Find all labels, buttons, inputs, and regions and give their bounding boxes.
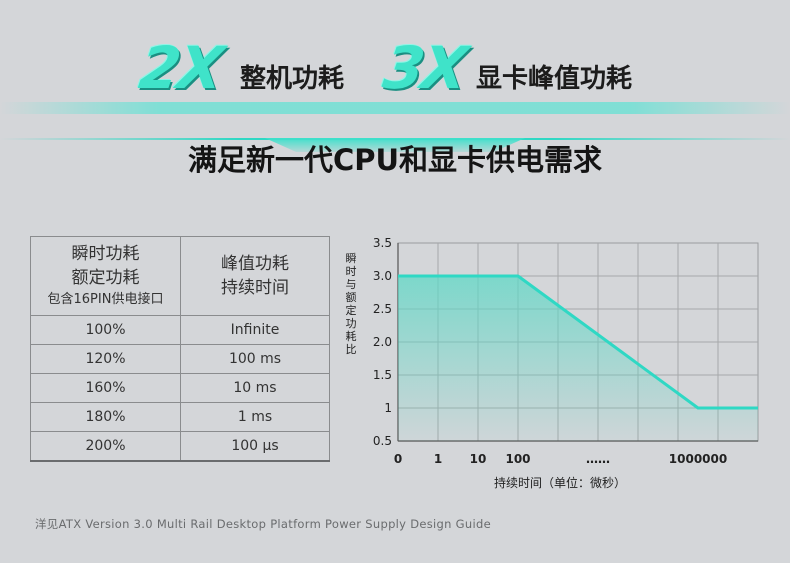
chart-y-tick-label: 1.5 bbox=[373, 368, 392, 382]
table-row: 120% 100 ms bbox=[30, 344, 330, 374]
chart-x-tick-label: 10 bbox=[470, 452, 487, 466]
hero-divider-notch bbox=[265, 138, 525, 152]
table-row: 180% 1 ms bbox=[30, 402, 330, 432]
header-duration-line1: 峰值功耗 bbox=[221, 254, 289, 274]
chart-ylabel: 瞬时与额定功耗比 bbox=[346, 252, 357, 356]
chart-y-tick-label: 1 bbox=[384, 401, 392, 415]
chart-x-tick-label: 1000000 bbox=[669, 452, 727, 466]
header-duration-line2: 持续时间 bbox=[221, 278, 289, 298]
header-ratio-line1: 瞬时功耗 bbox=[71, 244, 140, 264]
header-ratio-line2: 额定功耗 bbox=[71, 268, 140, 288]
header-ratio-note: 包含16PIN供电接口 bbox=[47, 292, 164, 307]
chart-xlabel: 持续时间（单位：微秒） bbox=[494, 475, 626, 490]
table-cell-duration: 100 μs bbox=[180, 431, 330, 462]
table-cell-duration: Infinite bbox=[180, 315, 330, 345]
chart-y-tick-label: 2.0 bbox=[373, 335, 392, 349]
chart-y-tick-label: 2.5 bbox=[373, 302, 392, 316]
table-row: 160% 10 ms bbox=[30, 373, 330, 403]
chart-series-line bbox=[398, 274, 758, 410]
page-subtitle: 满足新一代CPU和显卡供电需求 bbox=[187, 143, 603, 177]
power-spec-table: 瞬时功耗 额定功耗 包含16PIN供电接口 峰值功耗 持续时间 100% Inf… bbox=[30, 236, 330, 462]
chart-y-tick-label: 0.5 bbox=[373, 434, 392, 448]
table-cell-duration: 1 ms bbox=[180, 402, 330, 432]
table-cell-duration: 100 ms bbox=[180, 344, 330, 374]
hero-label-system-power: 整机功耗 bbox=[240, 64, 345, 94]
table-row: 200% 100 μs bbox=[30, 431, 330, 462]
table-cell-ratio: 120% bbox=[30, 344, 181, 374]
table-cell-ratio: 160% bbox=[30, 373, 181, 403]
chart-x-tick-label: 1 bbox=[434, 452, 442, 466]
chart-y-tick-label: 3.0 bbox=[373, 269, 392, 283]
hero-label-gpu-peak-power: 显卡峰值功耗 bbox=[476, 64, 633, 94]
chart-y-tick-label: 3.5 bbox=[373, 236, 392, 250]
chart-series-area bbox=[398, 276, 758, 441]
chart-x-tick-label: …… bbox=[586, 452, 610, 466]
table-cell-ratio: 200% bbox=[30, 431, 181, 462]
chart-x-tick-label: 0 bbox=[394, 452, 402, 466]
footer-source-note: 洋见ATX Version 3.0 Multi Rail Desktop Pla… bbox=[35, 517, 491, 531]
table-cell-ratio: 180% bbox=[30, 402, 181, 432]
hero-banner bbox=[0, 30, 790, 152]
chart-x-tick-label: 100 bbox=[505, 452, 530, 466]
hero-glow-band bbox=[0, 102, 790, 114]
